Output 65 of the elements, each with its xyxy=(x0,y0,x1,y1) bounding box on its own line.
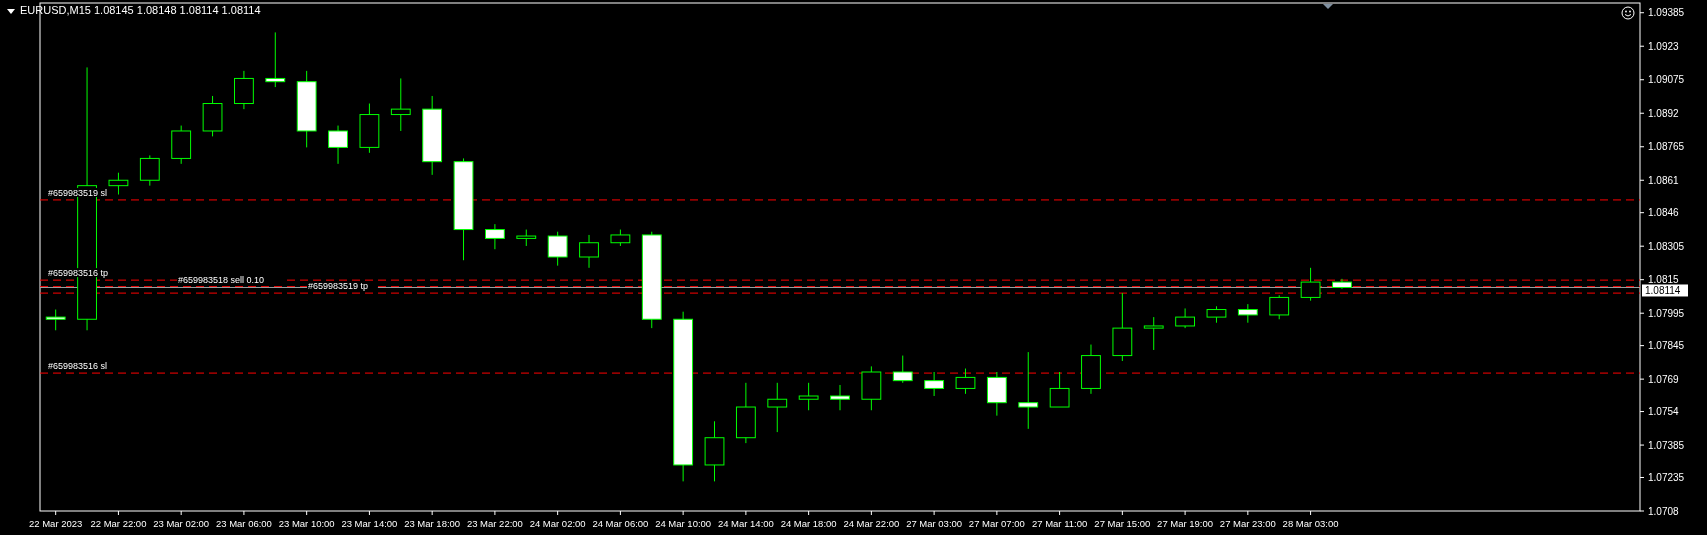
y-tick-label: 1.07385 xyxy=(1648,439,1685,451)
candlestick xyxy=(1175,307,1196,329)
ref-line-label: #659983516 sl xyxy=(48,361,108,372)
y-tick-label: 1.07995 xyxy=(1648,307,1685,319)
x-tick-label: 23 Mar 22:00 xyxy=(466,518,523,529)
x-tick-label: 24 Mar 22:00 xyxy=(843,518,900,529)
candlestick xyxy=(390,77,411,132)
y-tick-label: 1.08305 xyxy=(1648,240,1685,252)
x-tick-label: 27 Mar 03:00 xyxy=(906,518,963,529)
ref-line-label: #659983519 tp xyxy=(308,281,369,292)
y-tick-label: 1.0769 xyxy=(1648,373,1680,385)
candlestick xyxy=(1143,316,1164,351)
candlestick xyxy=(1269,294,1290,320)
candlestick xyxy=(579,234,599,269)
x-tick-label: 27 Mar 11:00 xyxy=(1031,518,1088,529)
x-tick-label: 27 Mar 15:00 xyxy=(1094,518,1151,529)
candlestick xyxy=(924,371,945,397)
candlestick xyxy=(484,223,505,250)
candlestick xyxy=(892,355,913,384)
x-tick-label: 27 Mar 23:00 xyxy=(1219,518,1276,529)
candlestick xyxy=(830,384,850,411)
candlestick xyxy=(1237,303,1258,324)
x-tick-label: 23 Mar 02:00 xyxy=(153,518,210,529)
ref-line-label: 1.08114 xyxy=(1645,285,1681,297)
y-tick-label: 1.07845 xyxy=(1648,340,1685,352)
candlestick xyxy=(547,231,568,267)
x-tick-label: 27 Mar 07:00 xyxy=(968,518,1025,529)
x-tick-label: 23 Mar 18:00 xyxy=(404,518,461,529)
x-tick-label: 23 Mar 14:00 xyxy=(341,518,398,529)
y-tick-label: 1.09075 xyxy=(1648,74,1685,86)
ref-line-label: #659983516 tp xyxy=(48,268,109,279)
candlestick xyxy=(265,31,286,88)
x-tick-label: 24 Mar 14:00 xyxy=(717,518,774,529)
y-tick-label: 1.08765 xyxy=(1648,141,1685,153)
candlestick xyxy=(328,125,348,165)
x-tick-label: 24 Mar 10:00 xyxy=(655,518,712,529)
chart-title: EURUSD,M15 1.08145 1.08148 1.08114 1.08114 xyxy=(20,4,261,16)
candlestick xyxy=(45,309,66,331)
ref-line-label: #659983518 sell 0.10 xyxy=(178,274,265,285)
x-tick-label: 28 Mar 03:00 xyxy=(1282,518,1339,529)
y-tick-label: 1.0815 xyxy=(1648,274,1680,286)
candlestick xyxy=(1300,267,1321,302)
y-tick-label: 1.07235 xyxy=(1648,471,1685,483)
y-tick-label: 1.0892 xyxy=(1648,107,1680,119)
y-tick-label: 1.0754 xyxy=(1648,406,1680,418)
candlestick xyxy=(955,368,976,395)
x-tick-label: 24 Mar 02:00 xyxy=(529,518,586,529)
x-tick-label: 22 Mar 22:00 xyxy=(90,518,147,529)
x-tick-label: 23 Mar 06:00 xyxy=(215,518,272,529)
x-tick-label: 27 Mar 19:00 xyxy=(1157,518,1214,529)
y-tick-label: 1.0708 xyxy=(1648,505,1680,517)
x-tick-label: 23 Mar 10:00 xyxy=(278,518,335,529)
x-tick-label: 24 Mar 18:00 xyxy=(780,518,837,529)
y-tick-label: 1.0861 xyxy=(1648,174,1680,186)
candlestick xyxy=(798,382,819,411)
candlestick xyxy=(767,382,788,433)
x-tick-label: 22 Mar 2023 xyxy=(29,518,83,529)
candlestick xyxy=(1018,351,1039,430)
x-tick-label: 24 Mar 06:00 xyxy=(592,518,649,529)
y-tick-label: 1.0846 xyxy=(1648,207,1680,219)
candlestick xyxy=(1049,371,1070,408)
y-tick-label: 1.0923 xyxy=(1648,40,1680,52)
candlestick xyxy=(139,154,160,187)
y-tick-label: 1.09385 xyxy=(1648,7,1685,19)
ref-line-label: #659983519 sl xyxy=(48,187,108,198)
